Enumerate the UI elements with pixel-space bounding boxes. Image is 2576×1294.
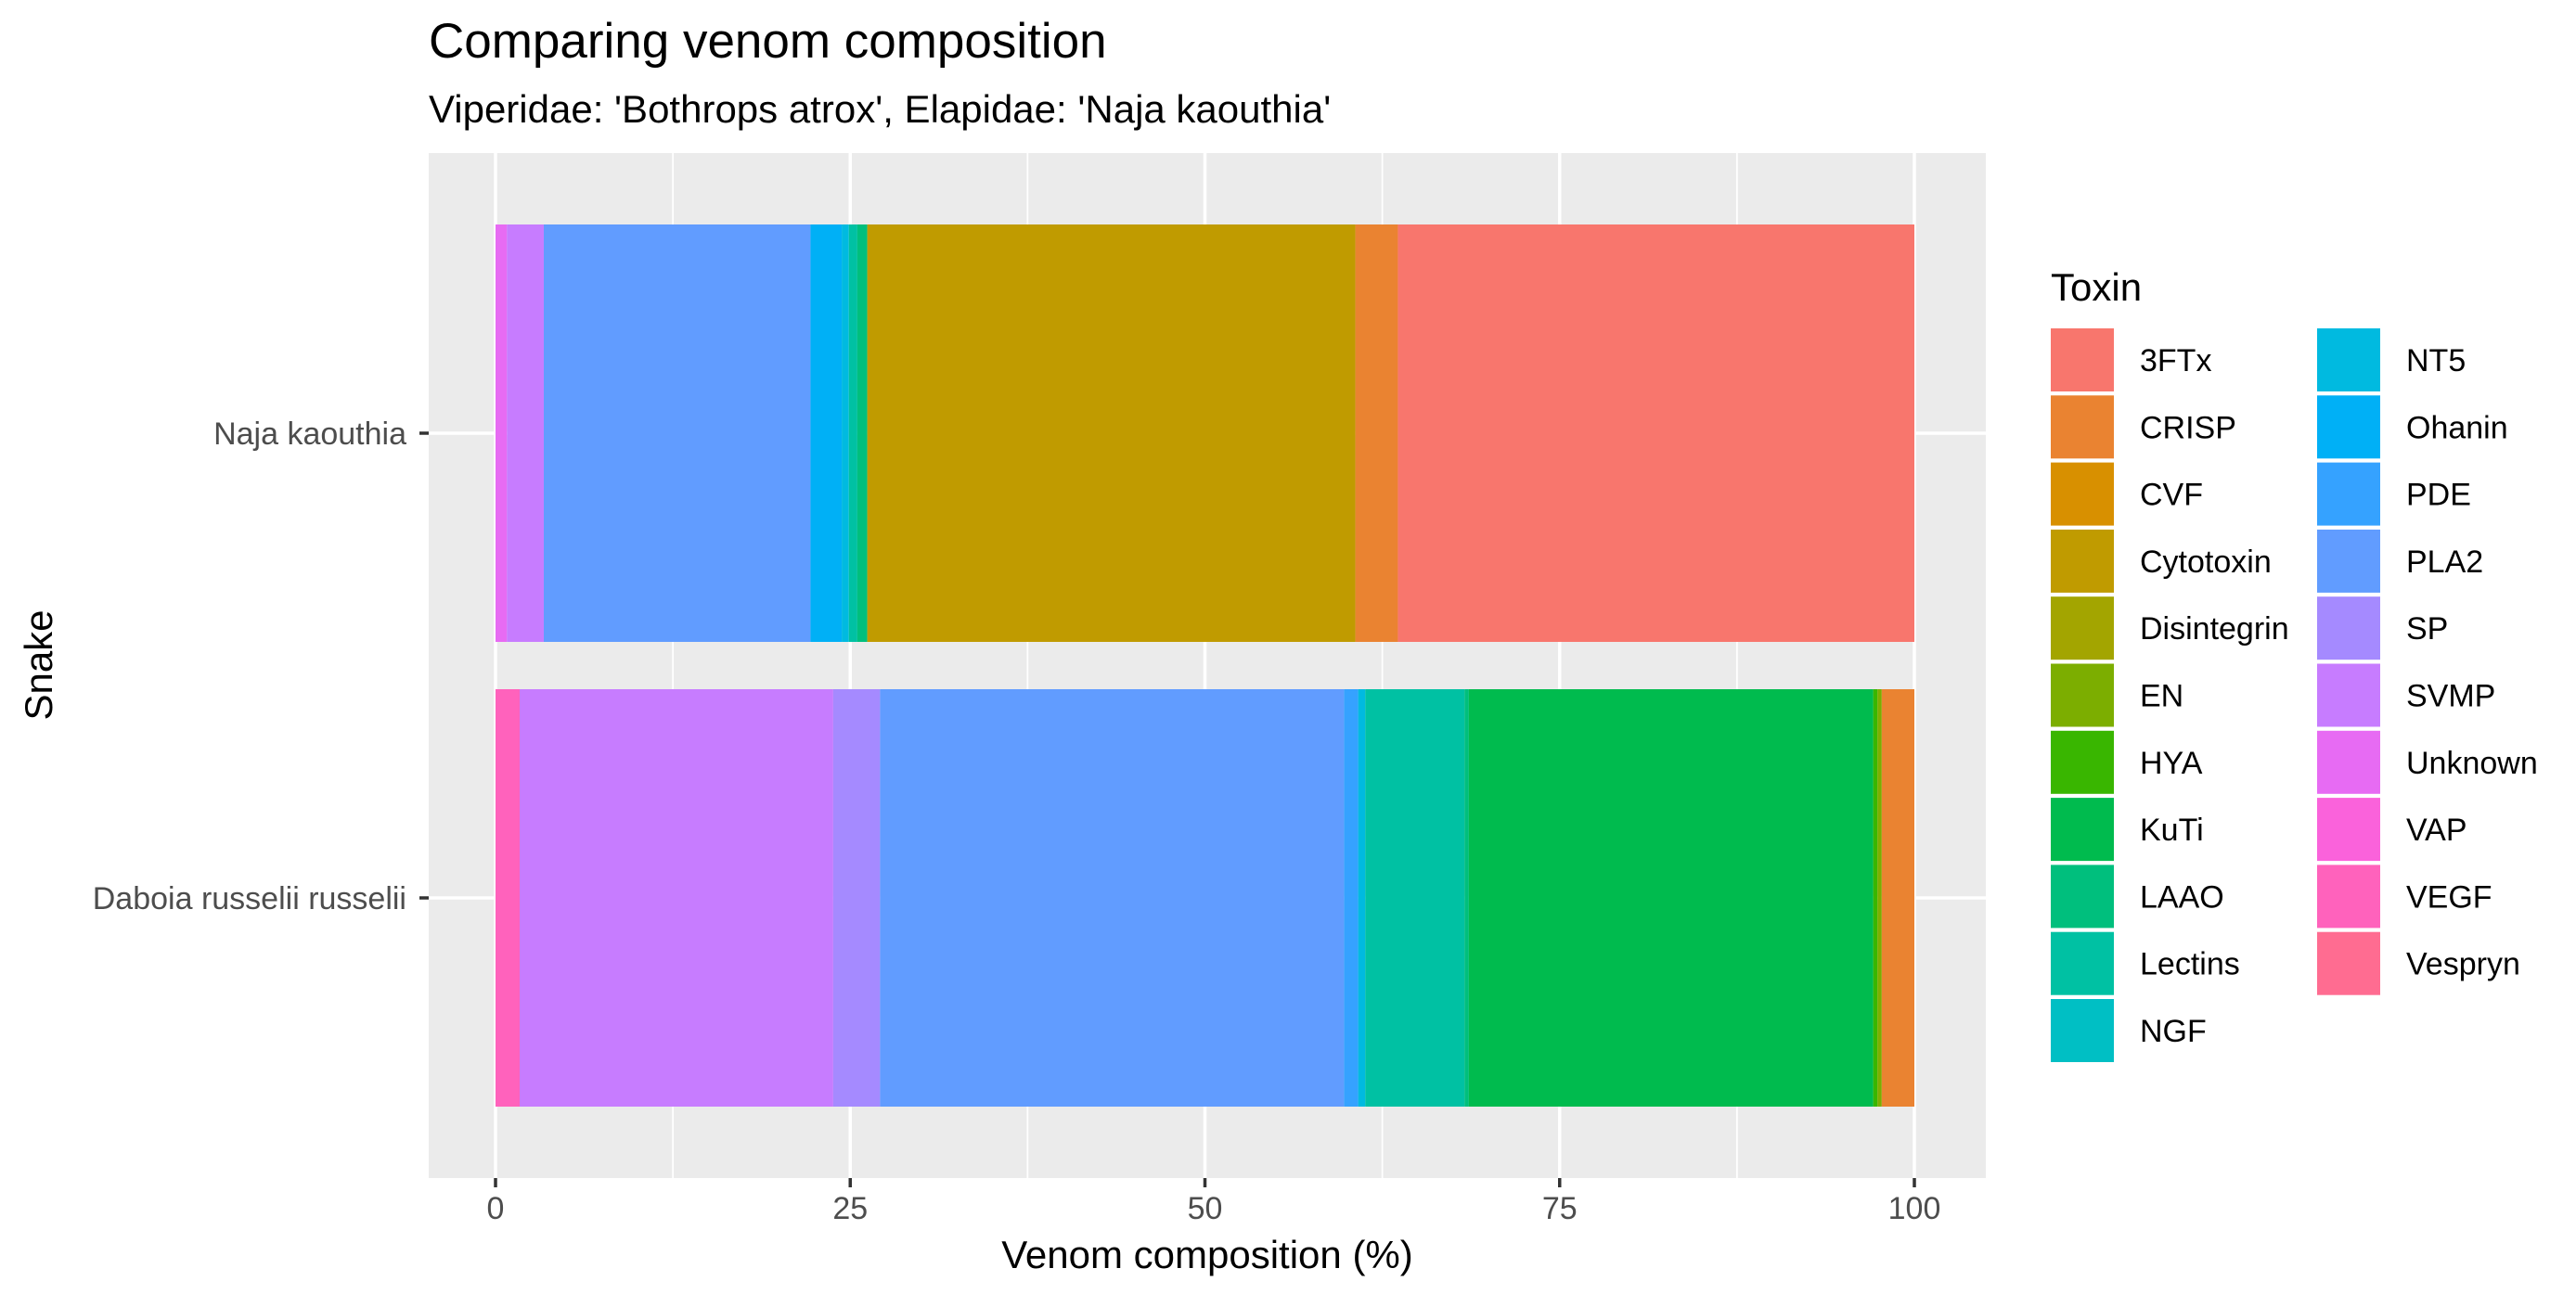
bar-segment-cytotoxin (867, 224, 1356, 642)
chart-subtitle: Viperidae: 'Bothrops atrox', Elapidae: '… (429, 87, 1331, 131)
bar-segment-nt5 (1358, 689, 1366, 1107)
legend-label: Unknown (2406, 746, 2538, 781)
legend-label: Ohanin (2406, 410, 2508, 445)
legend-key-sp (2317, 596, 2380, 660)
bar-segment-lectins (1365, 689, 1465, 1107)
bar-segment-pde (1344, 689, 1359, 1107)
bar-segment-unknown (496, 224, 508, 642)
legend-key-pde (2317, 462, 2380, 526)
y-axis: Daboia russelii russelii Naja kaouthia (93, 416, 429, 916)
legend-label: LAAO (2140, 879, 2224, 915)
legend-key-cvf (2051, 462, 2114, 526)
bar-segment-svmp (519, 689, 833, 1107)
bar-segment-ohanin (810, 224, 843, 642)
legend-key-nt5 (2317, 328, 2380, 391)
legend-label: VAP (2406, 813, 2467, 848)
legend-key-vespryn (2317, 931, 2380, 995)
bar-segment-en (1877, 689, 1882, 1107)
legend-key-vap (2317, 798, 2380, 862)
y-axis-title: Snake (17, 609, 60, 720)
legend-label: HYA (2140, 746, 2203, 781)
legend-key-vegf (2317, 865, 2380, 929)
legend-label: Lectins (2140, 947, 2240, 982)
bar-segment-pla2 (543, 224, 811, 642)
legend-key-disintegrin (2051, 596, 2114, 660)
legend-label: CVF (2140, 478, 2203, 513)
legend-label: KuTi (2140, 813, 2204, 848)
legend-key-cytotoxin (2051, 529, 2114, 593)
bar-segment-3ftx (1397, 224, 1914, 642)
legend: 3FTx CRISP CVF Cytotoxin Disintegrin EN HYA KuT… (2051, 328, 2538, 1062)
y-tick-label: Naja kaouthia (213, 416, 406, 452)
legend-key-crisp (2051, 395, 2114, 459)
bar-segment-pla2 (880, 689, 1345, 1107)
x-tick-label: 50 (1188, 1191, 1223, 1226)
bar-segment-kuti (1468, 689, 1874, 1107)
legend-label: Disintegrin (2140, 611, 2289, 647)
legend-key-ngf (2051, 999, 2114, 1062)
legend-label: VEGF (2406, 879, 2492, 915)
legend-key-laao (2051, 865, 2114, 929)
x-tick-label: 75 (1542, 1191, 1578, 1226)
x-axis: 0 25 50 75 100 (487, 1178, 1941, 1226)
legend-label: EN (2140, 679, 2183, 714)
legend-key-pla2 (2317, 529, 2380, 593)
bar-segment-lectins (848, 224, 857, 642)
x-tick-label: 25 (832, 1191, 868, 1226)
legend-key-3ftx (2051, 328, 2114, 391)
legend-label: PDE (2406, 478, 2471, 513)
x-tick-label: 0 (487, 1191, 505, 1226)
legend-title: Toxin (2051, 265, 2142, 309)
bar-segment-hya (1873, 689, 1878, 1107)
legend-label: SP (2406, 611, 2448, 647)
legend-key-ohanin (2317, 395, 2380, 459)
legend-key-unknown (2317, 730, 2380, 794)
legend-key-hya (2051, 730, 2114, 794)
bar-segment-laao (857, 224, 868, 642)
y-tick-label: Daboia russelii russelii (93, 881, 406, 916)
legend-label: NGF (2140, 1014, 2207, 1049)
bars (496, 224, 1914, 1107)
bar-segment-laao (1464, 689, 1469, 1107)
x-tick-label: 100 (1888, 1191, 1941, 1226)
x-axis-title: Venom composition (%) (1001, 1233, 1413, 1276)
legend-label: CRISP (2140, 410, 2236, 445)
bar-segment-crisp (1355, 224, 1398, 642)
legend-label: Cytotoxin (2140, 545, 2272, 580)
legend-label: SVMP (2406, 679, 2495, 714)
legend-label: Vespryn (2406, 947, 2520, 982)
legend-key-en (2051, 663, 2114, 727)
legend-key-lectins (2051, 931, 2114, 995)
bar-segment-sp (832, 689, 881, 1107)
legend-key-svmp (2317, 663, 2380, 727)
legend-label: PLA2 (2406, 545, 2483, 580)
legend-label: 3FTx (2140, 343, 2211, 378)
chart-title: Comparing venom composition (429, 14, 1107, 69)
bar-segment-nt5 (842, 224, 849, 642)
bar-segment-crisp (1881, 689, 1914, 1107)
legend-label: NT5 (2406, 343, 2466, 378)
bar-segment-svmp (507, 224, 544, 642)
bar-segment-vegf (496, 689, 520, 1107)
legend-key-kuti (2051, 798, 2114, 862)
